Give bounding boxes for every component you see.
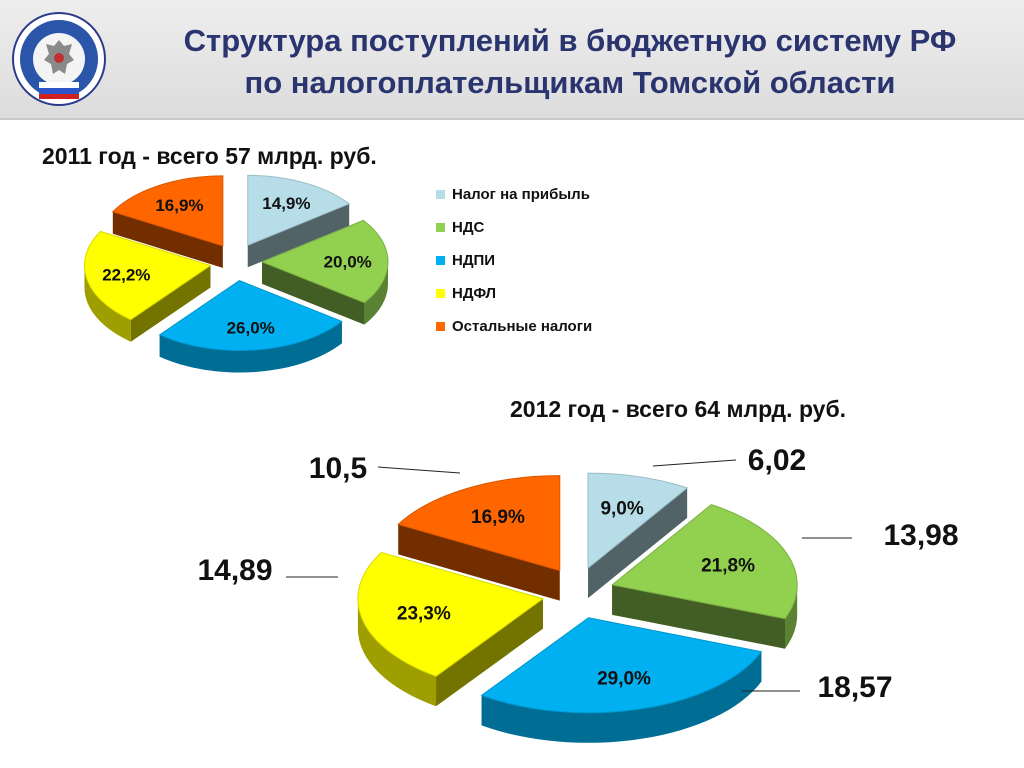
- pie2011-slice-profit-tax: [247, 174, 351, 268]
- chart-legend: Налог на прибыль НДС НДПИ НДФЛ Остальные…: [436, 178, 592, 343]
- pie2012-amount-label-vat: 13,98: [883, 519, 958, 552]
- pie2011-slice-top-other-taxes: [111, 175, 224, 247]
- pie2012-slice-income-tax: [357, 551, 545, 707]
- pie2012-group: 9,0% 21,8% 29,0% 23,3% 16,9% 6,02 13,98 18,57 14…: [197, 444, 959, 743]
- pie2012-callout-line-other-taxes: [377, 466, 461, 474]
- pie2012-data-label-vat: 21,8%: [701, 556, 755, 577]
- page-title-line-2: по налогоплательщикам Томской области: [244, 65, 896, 100]
- pie2012-amount-label-profit-tax: 6,02: [748, 444, 806, 477]
- pie2011-data-label-other-taxes: 16,9%: [155, 196, 203, 215]
- legend-swatch: [436, 322, 445, 331]
- fns-emblem-icon: [12, 12, 106, 106]
- legend-item-other-taxes: Остальные налоги: [436, 310, 592, 343]
- pie2012-slice-top-vat: [611, 504, 798, 620]
- pie2011-group: 14,9% 20,0% 26,0% 22,2% 16,9%: [83, 174, 389, 373]
- pie2012-data-label-mineral-tax: 29,0%: [597, 668, 651, 689]
- pie2011-slice-outer-wall-income-tax: [84, 265, 131, 342]
- pie2011-slice-top-income-tax: [83, 230, 212, 321]
- legend-item-profit-tax: Налог на прибыль: [436, 178, 592, 211]
- pie2012-data-label-other-taxes: 16,9%: [471, 507, 525, 528]
- legend-item-income-tax: НДФЛ: [436, 277, 592, 310]
- pie2012-slice-side-wall-vat: [612, 584, 786, 649]
- pie2012-slice-outer-wall-vat: [785, 584, 798, 649]
- page-title-line-1: Структура поступлений в бюджетную систем…: [183, 23, 957, 58]
- pie2012-slice-top-income-tax: [357, 551, 545, 677]
- chart-2011-title: 2011 год - всего 57 млрд. руб.: [42, 143, 377, 169]
- pie2011-slice-top-mineral-tax: [158, 279, 343, 352]
- pie2011-slice-other-taxes: [111, 175, 224, 268]
- legend-swatch: [436, 190, 445, 199]
- legend-label: Остальные налоги: [452, 318, 593, 335]
- pie2011-data-label-mineral-tax: 26,0%: [227, 319, 275, 338]
- legend-label: НДС: [452, 219, 485, 236]
- pie2012-slice-top-profit-tax: [587, 472, 689, 570]
- pie2012-amount-label-income-tax: 14,89: [197, 554, 272, 587]
- pie2012-slice-top-mineral-tax: [480, 617, 763, 714]
- page-title: Структура поступлений в бюджетную систем…: [140, 20, 1000, 104]
- pie2012-data-label-profit-tax: 9,0%: [600, 499, 643, 520]
- pie2012-slice-outer-wall-mineral-tax: [481, 651, 762, 743]
- legend-label: НДФЛ: [452, 285, 497, 302]
- pie2011-slice-outer-wall-vat: [364, 261, 388, 325]
- pie2011-data-label-profit-tax: 14,9%: [262, 194, 310, 213]
- pie2012-slice-profit-tax: [587, 472, 689, 599]
- pie2012-amount-label-other-taxes: 10,5: [309, 452, 367, 485]
- legend-label: Налог на прибыль: [452, 186, 590, 203]
- pie2011-slice-vat: [260, 219, 389, 325]
- pie2011-slice-outer-wall-mineral-tax: [159, 321, 342, 373]
- legend-swatch: [436, 223, 445, 232]
- pie2012-slice-outer-wall-income-tax: [357, 598, 437, 707]
- pie2012-slice-side-wall-profit-tax: [588, 487, 688, 599]
- pie2012-amount-label-mineral-tax: 18,57: [817, 671, 892, 704]
- pie2011-slice-side-wall-other-taxes: [112, 211, 223, 268]
- pie2012-slice-other-taxes: [397, 475, 561, 601]
- pie2012-callout-line-profit-tax: [652, 459, 737, 467]
- chart-2012-title: 2012 год - всего 64 млрд. руб.: [510, 396, 847, 422]
- pie2012-slice-mineral-tax: [480, 617, 763, 743]
- pie2012-slice-vat: [611, 504, 798, 649]
- pie2011-slice-mineral-tax: [158, 279, 343, 373]
- legend-swatch: [436, 256, 445, 265]
- pie2011-slice-top-vat: [260, 219, 389, 304]
- pie2011-data-label-income-tax: 22,2%: [102, 265, 150, 284]
- pie2012-data-label-income-tax: 23,3%: [397, 603, 451, 624]
- pie2011-slice-side-wall-vat: [261, 261, 365, 325]
- pie2011-slice-side-wall-income-tax: [130, 265, 211, 342]
- pie2012-slice-side-wall-income-tax: [436, 598, 543, 707]
- pie2012-slice-side-wall-other-taxes: [398, 524, 560, 601]
- header-bar: Структура поступлений в бюджетную систем…: [0, 0, 1024, 120]
- pie2012-slice-top-other-taxes: [397, 475, 561, 572]
- legend-label: НДПИ: [452, 252, 496, 269]
- pie2011-data-label-vat: 20,0%: [324, 253, 372, 272]
- pie2011-slice-income-tax: [83, 230, 212, 342]
- pie2011-slice-top-profit-tax: [247, 174, 351, 247]
- legend-swatch: [436, 289, 445, 298]
- legend-item-vat: НДС: [436, 211, 592, 244]
- pie2011-slice-side-wall-profit-tax: [247, 203, 350, 268]
- legend-item-mineral-tax: НДПИ: [436, 244, 592, 277]
